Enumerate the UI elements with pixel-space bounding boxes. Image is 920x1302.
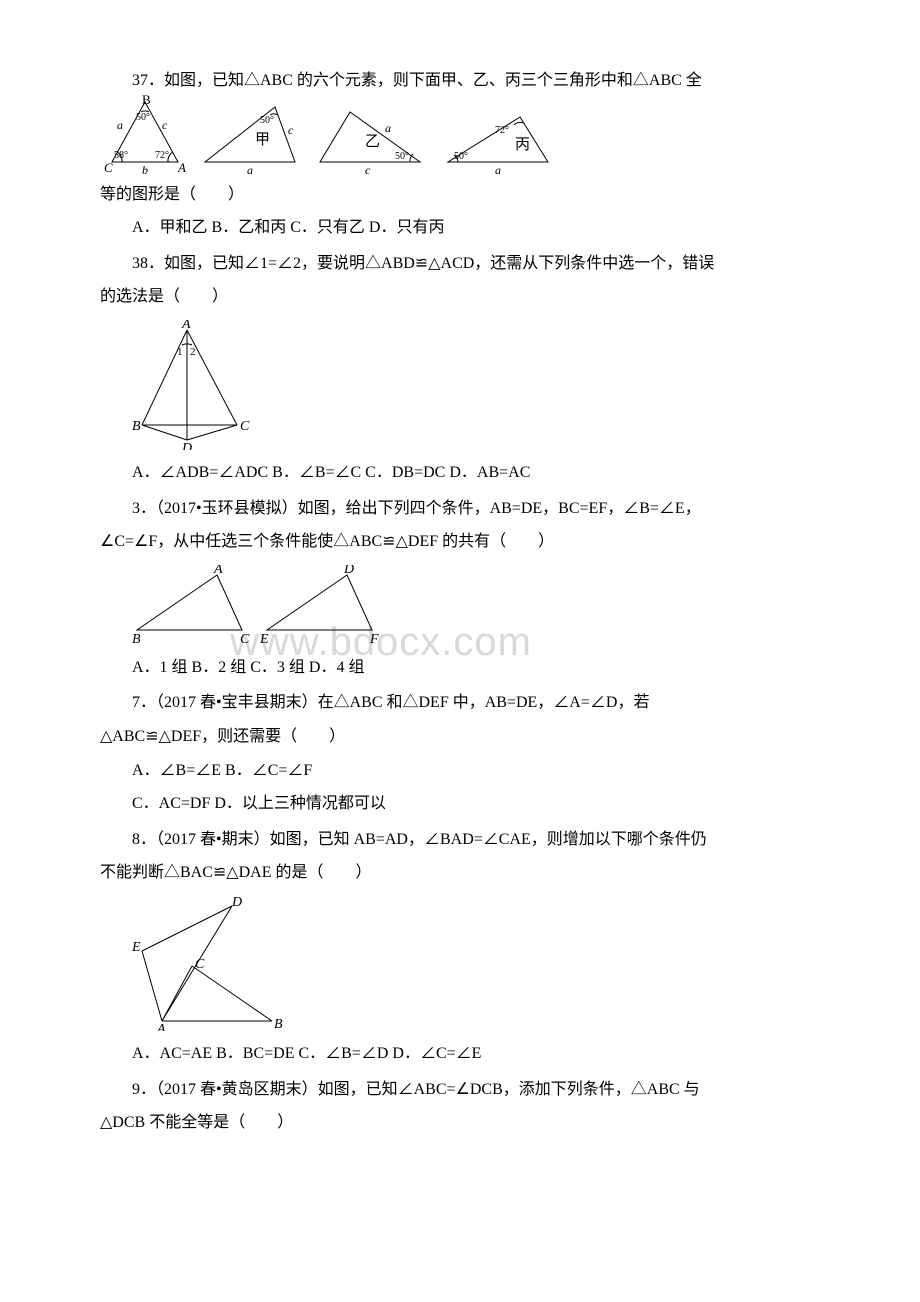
question-9: 9．（2017 春•黄岛区期末）如图，已知∠ABC=∠DCB，添加下列条件，△A… — [100, 1077, 820, 1136]
svg-text:甲: 甲 — [255, 132, 270, 148]
q38-text-b: 的选法是（ ） — [100, 284, 820, 310]
q8-options: A．AC=AE B．BC=DE C．∠B=∠D D．∠C=∠E — [100, 1041, 820, 1067]
svg-text:E: E — [259, 632, 269, 645]
svg-text:c: c — [288, 123, 294, 137]
svg-text:A: A — [181, 320, 191, 332]
question-38: 38．如图，已知∠1=∠2，要说明△ABD≌△ACD，还需从下列条件中选一个，错… — [100, 251, 820, 486]
svg-text:B: B — [274, 1017, 283, 1031]
q7-text-b: △ABC≌△DEF，则还需要（ ） — [100, 724, 820, 750]
q9-text-b: △DCB 不能全等是（ ） — [100, 1110, 820, 1136]
q7-options-cd: C．AC=DF D．以上三种情况都可以 — [100, 791, 820, 817]
q8-figure: A B C D E — [132, 896, 820, 1031]
svg-text:72°: 72° — [155, 150, 169, 161]
svg-text:D: D — [343, 565, 354, 577]
q9-text-a: 9．（2017 春•黄岛区期末）如图，已知∠ABC=∠DCB，添加下列条件，△A… — [100, 1077, 820, 1103]
svg-text:2: 2 — [190, 346, 196, 358]
svg-text:1: 1 — [177, 346, 183, 358]
svg-text:b: b — [142, 163, 148, 174]
q3-figure: A B C D E F — [132, 565, 820, 645]
svg-text:乙: 乙 — [365, 134, 380, 150]
svg-text:C: C — [240, 419, 250, 434]
svg-text:50°: 50° — [260, 115, 274, 126]
svg-text:A: A — [213, 565, 223, 577]
svg-text:C: C — [195, 957, 205, 972]
svg-text:B: B — [142, 94, 151, 107]
q3-text-a: 3．（2017•玉环县模拟）如图，给出下列四个条件，AB=DE，BC=EF，∠B… — [100, 496, 820, 522]
q37-options: A．甲和乙 B．乙和丙 C．只有乙 D．只有丙 — [100, 215, 820, 241]
svg-text:50°: 50° — [395, 151, 409, 162]
q37-fig-bing: 丙 50° 72° a — [440, 109, 560, 174]
question-3: 3．（2017•玉环县模拟）如图，给出下列四个条件，AB=DE，BC=EF，∠B… — [100, 496, 820, 681]
svg-text:a: a — [495, 163, 501, 174]
svg-text:a: a — [385, 121, 391, 135]
q3-options: A．1 组 B．2 组 C．3 组 D．4 组 — [100, 655, 820, 681]
svg-text:A: A — [156, 1022, 166, 1031]
svg-text:E: E — [132, 940, 141, 955]
svg-text:C: C — [240, 632, 250, 645]
svg-text:A: A — [177, 160, 186, 174]
q3-text-b: ∠C=∠F，从中任选三个条件能使△ABC≌△DEF 的共有（ ） — [100, 529, 820, 555]
svg-text:50°: 50° — [136, 112, 150, 123]
svg-text:B: B — [132, 632, 141, 645]
q8-text-a: 8．（2017 春•期末）如图，已知 AB=AD，∠BAD=∠CAE，则增加以下… — [100, 827, 820, 853]
q37-text: 37．如图，已知△ABC 的六个元素，则下面甲、乙、丙三个三角形中和△ABC 全… — [100, 68, 820, 174]
svg-text:72°: 72° — [495, 125, 509, 136]
q38-text-a: 38．如图，已知∠1=∠2，要说明△ABD≌△ACD，还需从下列条件中选一个，错… — [100, 251, 820, 277]
q37-fig-abc: B C A a c b 50° 58° 72° — [100, 94, 190, 174]
svg-text:a: a — [117, 118, 123, 132]
q8-text-b: 不能判断△BAC≌△DAE 的是（ ） — [100, 860, 820, 886]
q37-fig-yi: 乙 a c 50° — [315, 104, 430, 174]
svg-text:a: a — [247, 163, 253, 174]
q37-fig-jia: 50° 甲 c a — [200, 99, 305, 174]
svg-text:D: D — [231, 896, 242, 910]
q37-text-a: 37．如图，已知△ABC 的六个元素，则下面甲、乙、丙三个三角形中和△ABC 全 — [132, 72, 702, 89]
svg-text:D: D — [181, 441, 192, 450]
q37-text-b: 等的图形是（ ） — [100, 182, 820, 208]
svg-text:丙: 丙 — [515, 137, 530, 153]
svg-text:F: F — [369, 632, 379, 645]
q7-options-ab: A．∠B=∠E B．∠C=∠F — [100, 758, 820, 784]
svg-text:B: B — [132, 419, 141, 434]
question-7: 7．（2017 春•宝丰县期末）在△ABC 和△DEF 中，AB=DE，∠A=∠… — [100, 690, 820, 816]
svg-text:c: c — [365, 163, 371, 174]
q37-figures: B C A a c b 50° 58° 72° 50° — [100, 94, 560, 174]
q38-figure: A B C D 1 2 — [132, 320, 820, 450]
q38-options: A．∠ADB=∠ADC B．∠B=∠C C．DB=DC D．AB=AC — [100, 460, 820, 486]
question-37: 37．如图，已知△ABC 的六个元素，则下面甲、乙、丙三个三角形中和△ABC 全… — [100, 68, 820, 241]
svg-text:C: C — [104, 160, 113, 174]
question-8: 8．（2017 春•期末）如图，已知 AB=AD，∠BAD=∠CAE，则增加以下… — [100, 827, 820, 1067]
q7-text-a: 7．（2017 春•宝丰县期末）在△ABC 和△DEF 中，AB=DE，∠A=∠… — [100, 690, 820, 716]
svg-text:c: c — [162, 118, 168, 132]
